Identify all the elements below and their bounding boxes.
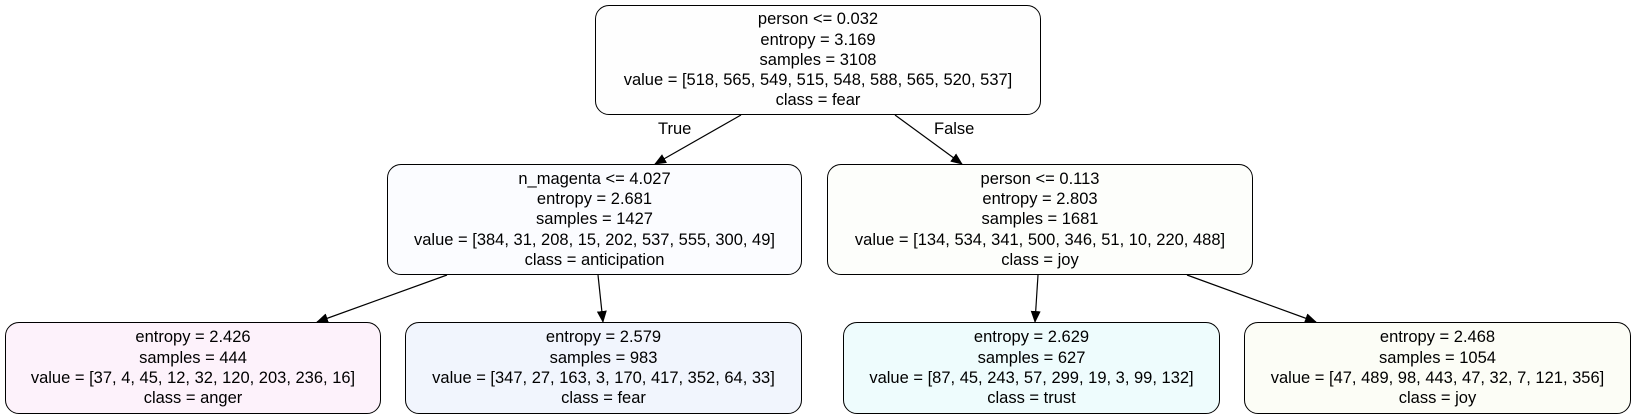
node-entropy: entropy = 2.468 — [1379, 328, 1496, 347]
tree-node-right: person <= 0.113 entropy = 2.803 samples … — [827, 164, 1253, 275]
node-samples: samples = 983 — [549, 348, 658, 367]
edge-left-leaf-ll — [316, 274, 448, 323]
node-value: value = [47, 489, 98, 443, 47, 32, 7, 12… — [1270, 369, 1605, 387]
node-condition: n_magenta <= 4.027 — [518, 169, 671, 188]
node-samples: samples = 627 — [977, 348, 1086, 367]
node-class: class = joy — [1001, 250, 1079, 269]
node-samples: samples = 1427 — [536, 210, 653, 229]
node-value: value = [87, 45, 243, 57, 299, 19, 3, 99… — [869, 369, 1194, 387]
node-entropy: entropy = 2.803 — [982, 190, 1098, 209]
node-entropy: entropy = 2.426 — [135, 328, 251, 347]
node-value: value = [384, 31, 208, 15, 202, 537, 555… — [413, 230, 775, 249]
node-class: class = trust — [987, 389, 1076, 408]
node-samples: samples = 1681 — [981, 210, 1099, 229]
tree-leaf-joy: entropy = 2.468 samples = 1054 value = [… — [1244, 322, 1631, 414]
edge-label-true: True — [658, 120, 692, 138]
tree-node-root: person <= 0.032 entropy = 3.169 samples … — [595, 5, 1041, 115]
tree-node-left: n_magenta <= 4.027 entropy = 2.681 sampl… — [387, 164, 802, 275]
node-samples: samples = 444 — [139, 348, 247, 367]
edge-root-left — [654, 114, 742, 165]
node-class: class = anticipation — [524, 250, 665, 269]
node-class: class = joy — [1398, 389, 1477, 408]
edge-root-right — [894, 114, 963, 165]
node-entropy: entropy = 3.169 — [760, 30, 876, 49]
node-class: class = fear — [775, 91, 861, 110]
edge-right-leaf-rr — [1186, 274, 1317, 323]
node-value: value = [37, 4, 45, 12, 32, 120, 203, 23… — [30, 369, 356, 387]
edge-right-leaf-rl — [1030, 274, 1041, 323]
node-entropy: entropy = 2.681 — [536, 190, 653, 209]
node-value: value = [518, 565, 549, 515, 548, 588, 5… — [623, 71, 1013, 90]
node-value: value = [134, 534, 341, 500, 346, 51, 10… — [854, 230, 1226, 249]
node-samples: samples = 1054 — [1379, 348, 1496, 367]
node-condition: person <= 0.113 — [980, 169, 1100, 188]
node-entropy: entropy = 2.579 — [545, 328, 662, 347]
node-class: class = anger — [143, 389, 243, 408]
node-value: value = [347, 27, 163, 3, 170, 417, 352,… — [432, 369, 775, 387]
tree-leaf-anger: entropy = 2.426 samples = 444 value = [3… — [5, 322, 381, 414]
node-entropy: entropy = 2.629 — [973, 328, 1090, 347]
tree-leaf-trust: entropy = 2.629 samples = 627 value = [8… — [843, 322, 1220, 414]
node-condition: person <= 0.032 — [757, 10, 879, 29]
edge-left-leaf-lr — [596, 274, 607, 323]
edge-label-false: False — [934, 120, 975, 138]
tree-leaf-fear: entropy = 2.579 samples = 983 value = [3… — [405, 322, 802, 414]
node-samples: samples = 3108 — [759, 50, 877, 69]
node-class: class = fear — [561, 389, 646, 408]
